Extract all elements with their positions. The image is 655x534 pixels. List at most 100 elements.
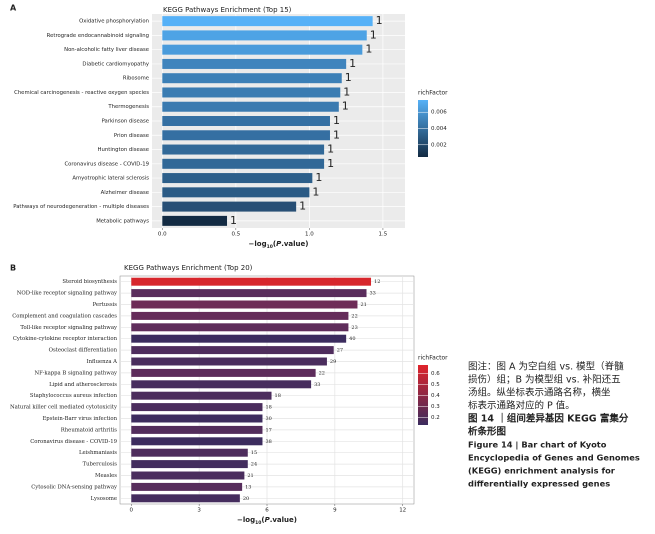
bar (162, 16, 373, 27)
count-label: 33 (370, 291, 376, 297)
colorbar (418, 365, 428, 425)
bar (162, 173, 313, 184)
x-axis-title-part: 10 (255, 520, 261, 526)
caption-note: 图注：图 A 为空白组 vs. 模型（脊髓 (468, 361, 624, 373)
category-label: NF-kappa B signaling pathway (35, 370, 117, 376)
x-axis-title-part: −log (249, 240, 267, 248)
category-label: Coronavirus disease - COVID-19 (64, 161, 149, 167)
chart-title: KEGG Pathways Enrichment (Top 15) (163, 6, 292, 14)
colorbar-label: 0.6 (431, 371, 440, 377)
category-label: NOD-like receptor signaling pathway (17, 291, 117, 297)
caption-title-en: differentially expressed genes (468, 479, 610, 489)
caption-note: 汤组。纵坐标表示通路名称，横坐 (468, 387, 611, 399)
x-tick-label: 0 (130, 508, 134, 514)
count-label: 1 (342, 100, 349, 113)
x-tick-label: 3 (197, 508, 201, 514)
bar (131, 425, 263, 434)
bar (162, 158, 325, 169)
count-label: 18 (265, 405, 271, 411)
count-label: 13 (245, 484, 251, 490)
x-axis-title-part: 10 (267, 244, 273, 250)
category-label: Ribosome (123, 76, 149, 82)
bar (131, 300, 358, 309)
legend-title: richFactor (418, 90, 448, 97)
count-label: 40 (349, 336, 355, 342)
category-label: Pertussis (93, 302, 118, 308)
count-label: 22 (351, 313, 357, 319)
count-label: 1 (315, 171, 322, 184)
bar (131, 448, 248, 457)
x-tick-label: 6 (265, 508, 269, 514)
colorbar-label: 0.3 (431, 404, 440, 410)
count-label: 1 (327, 143, 334, 156)
panel-label: B (10, 264, 16, 273)
bar (131, 482, 243, 491)
x-axis-title-part: ( (273, 240, 276, 248)
bar (131, 380, 312, 389)
category-label: Osteoclast differentiation (49, 348, 118, 354)
category-label: Rheumatoid arthritis (61, 427, 117, 433)
bar (162, 30, 367, 41)
category-label: Influenza A (87, 359, 118, 365)
bar (162, 101, 339, 112)
bar (131, 357, 327, 366)
count-label: 1 (333, 128, 340, 141)
bar (131, 277, 372, 286)
count-label: 21 (360, 302, 366, 308)
colorbar-label: 0.4 (431, 393, 440, 399)
bar (131, 346, 334, 355)
category-label: Lipid and atherosclerosis (49, 382, 117, 388)
count-label: 15 (251, 450, 257, 456)
count-label: 21 (247, 473, 253, 479)
count-label: 1 (312, 185, 319, 198)
count-label: 30 (265, 416, 271, 422)
category-label: Thermogenesis (107, 104, 149, 110)
bar (131, 323, 349, 332)
x-tick-label: 1.5 (379, 232, 388, 238)
category-label: Pathways of neurodegeneration - multiple… (13, 204, 149, 210)
category-label: Chemical carcinogenesis - reactive oxyge… (14, 90, 149, 96)
count-label: 20 (243, 496, 249, 502)
category-label: Oxidative phosphorylation (79, 19, 149, 25)
category-label: Huntington disease (98, 147, 149, 153)
count-label: 33 (314, 382, 320, 388)
bar (162, 116, 330, 126)
caption-title-en: (KEGG) enrichment analysis for (468, 466, 616, 476)
count-label: 1 (327, 157, 334, 170)
category-label: Parkinson disease (102, 119, 149, 125)
count-label: 12 (374, 279, 380, 285)
category-label: Staphylococcus aureus infection (30, 393, 118, 399)
count-label: 1 (343, 85, 350, 98)
category-label: Steroid biosynthesis (62, 279, 117, 285)
count-label: 23 (351, 325, 357, 331)
bar (162, 144, 325, 155)
x-axis-title-part: P (276, 240, 282, 248)
x-axis-title-part: .value) (281, 240, 308, 248)
category-label: Cytosolic DNA-sensing pathway (31, 484, 117, 490)
bar (131, 289, 367, 298)
count-label: 18 (275, 393, 281, 399)
x-axis-title-part: P (265, 516, 271, 524)
count-label: 1 (345, 71, 352, 84)
category-label: Epstein-Barr virus infection (42, 416, 117, 422)
x-tick-label: 12 (399, 508, 406, 514)
x-tick-label: 9 (333, 508, 337, 514)
caption-title-en: Encyclopedia of Genes and Genomes (468, 453, 640, 463)
bar (162, 44, 363, 55)
count-label: 1 (376, 14, 383, 27)
bar (131, 391, 272, 400)
x-axis-title-part: ( (261, 516, 264, 524)
bar (162, 201, 297, 212)
category-label: Complement and coagulation cascades (12, 313, 117, 319)
bar (162, 58, 347, 69)
colorbar-label: 0.006 (431, 110, 447, 116)
caption-note: 损伤）组；B 为模型组 vs. 补阳还五 (468, 374, 621, 386)
bar (131, 494, 240, 503)
category-label: Prion disease (114, 133, 149, 139)
category-label: Tuberculosis (83, 462, 118, 468)
category-label: Coronavirus disease - COVID-19 (30, 439, 117, 445)
category-label: Amyotrophic lateral sclerosis (72, 176, 149, 182)
count-label: 1 (365, 43, 372, 56)
count-label: 1 (370, 28, 377, 41)
count-label: 1 (299, 200, 306, 213)
